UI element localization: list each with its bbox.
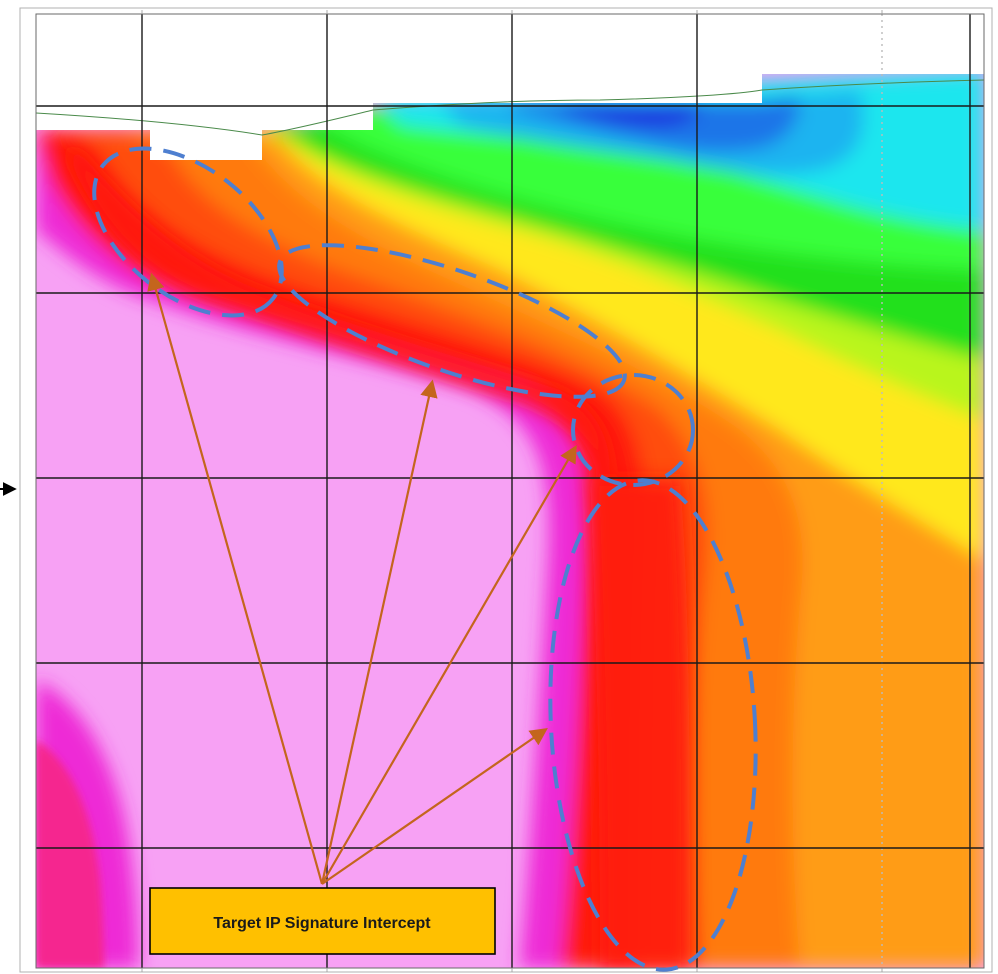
- target-zone-4: [548, 478, 758, 972]
- core-lower: [590, 480, 690, 968]
- axis-ticks: [141, 10, 883, 972]
- band-deep-blue: [560, 100, 700, 129]
- callout-arrows: [147, 272, 577, 885]
- lower-left-red: [36, 740, 104, 968]
- anomaly-core: [70, 140, 690, 968]
- plot-border: [35, 13, 985, 969]
- arrow-to-zone-1: [147, 272, 324, 885]
- arrow-to-zone-3: [321, 444, 577, 885]
- surface-cutout: [35, 79, 985, 136]
- callout-box: [149, 887, 496, 955]
- arrow-to-zone-2: [320, 379, 438, 885]
- ip-heatmap: [36, 74, 984, 968]
- grid: [36, 14, 984, 968]
- callout-label: Target IP Signature Intercept: [213, 915, 431, 932]
- target-zone-3: [571, 373, 695, 487]
- surface-line: [35, 79, 985, 136]
- callout: Target IP Signature Intercept: [149, 887, 496, 955]
- arrow-to-zone-4: [321, 727, 548, 885]
- target-zone-2: [277, 243, 627, 399]
- anomaly-bands: [36, 74, 984, 968]
